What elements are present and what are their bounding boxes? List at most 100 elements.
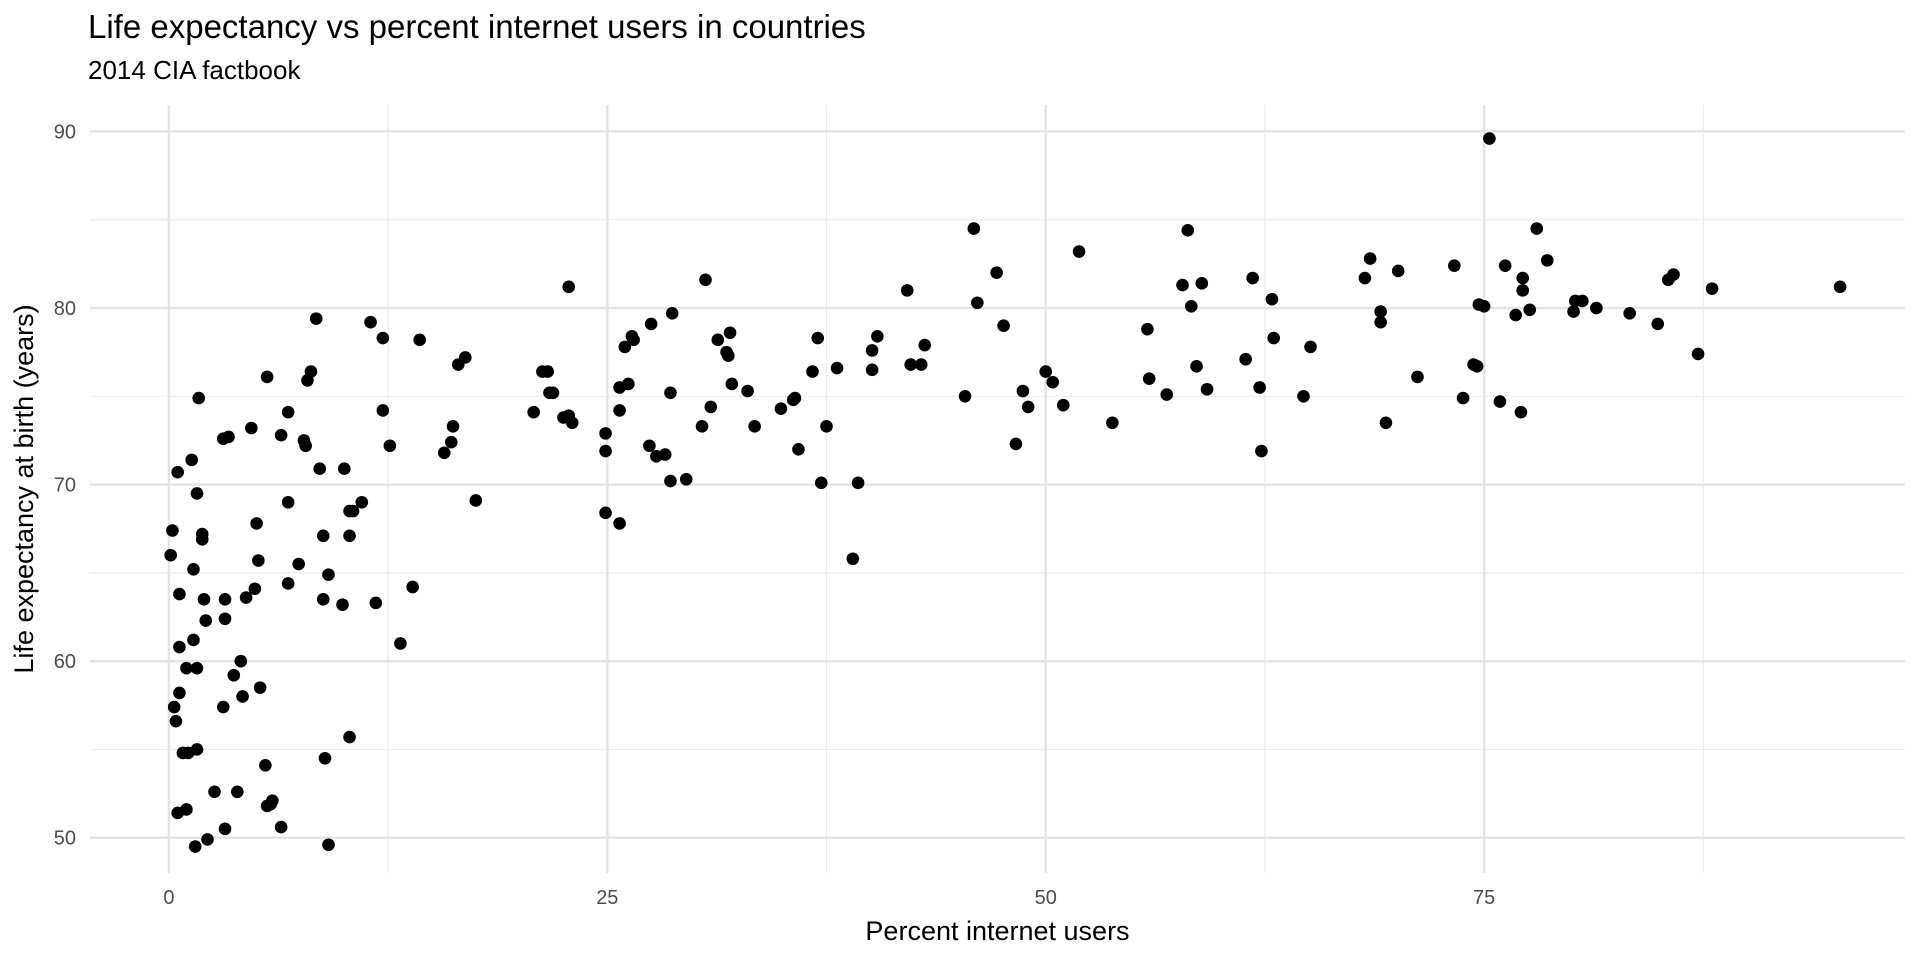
data-point <box>851 476 865 490</box>
data-point <box>1374 305 1387 318</box>
data-point <box>304 365 318 378</box>
chart-subtitle: 2014 CIA factbook <box>88 55 301 85</box>
data-point <box>722 349 735 363</box>
data-point <box>1567 305 1580 318</box>
y-tick-label: 90 <box>54 121 76 143</box>
data-point <box>260 370 274 384</box>
data-point <box>216 700 230 714</box>
data-point <box>1523 303 1537 317</box>
data-point <box>1358 271 1372 285</box>
data-point <box>1253 381 1266 394</box>
x-axis-title: Percent internet users <box>865 916 1129 946</box>
data-point <box>806 365 819 378</box>
data-point <box>364 315 377 329</box>
data-point <box>679 472 693 486</box>
data-point <box>1509 308 1522 322</box>
data-point <box>281 577 295 590</box>
data-point <box>187 633 200 647</box>
data-point <box>346 504 360 518</box>
data-point <box>541 365 554 378</box>
data-point <box>830 361 844 375</box>
data-point <box>180 803 193 816</box>
data-point <box>904 358 917 371</box>
y-tick-label: 80 <box>54 298 76 320</box>
x-tick-label: 25 <box>596 887 618 909</box>
data-point <box>971 296 984 310</box>
data-point <box>227 668 241 682</box>
data-point <box>376 331 390 345</box>
data-point <box>218 593 232 606</box>
data-point <box>231 785 244 799</box>
data-point <box>169 714 183 728</box>
data-point <box>190 487 204 500</box>
data-point <box>1046 375 1060 389</box>
data-point <box>871 329 884 343</box>
data-point <box>788 391 802 405</box>
data-point <box>1141 322 1154 336</box>
data-point <box>322 838 335 852</box>
data-point <box>252 554 265 567</box>
data-point <box>187 563 200 576</box>
data-point <box>1470 359 1484 373</box>
data-point <box>318 751 332 765</box>
data-point <box>990 266 1003 280</box>
data-point <box>1016 384 1030 398</box>
data-point <box>599 444 612 458</box>
data-point <box>1072 245 1086 258</box>
data-point <box>299 439 312 453</box>
data-point <box>699 273 712 287</box>
data-point <box>967 222 981 235</box>
data-point <box>792 442 805 456</box>
data-point <box>599 506 612 520</box>
minor-gridlines <box>90 105 1905 873</box>
data-point <box>1374 315 1387 329</box>
data-point <box>355 495 369 509</box>
data-point <box>1265 292 1279 306</box>
data-point <box>1106 416 1119 430</box>
chart-title: Life expectancy vs percent internet user… <box>88 8 866 45</box>
data-point <box>1514 405 1528 419</box>
y-tick-label: 50 <box>54 828 76 850</box>
data-point <box>218 612 232 626</box>
data-point <box>281 405 295 419</box>
data-point <box>222 430 235 444</box>
data-point <box>469 494 483 507</box>
data-point <box>248 582 262 596</box>
x-tick-labels: 0 25 50 75 <box>163 887 1495 909</box>
data-point <box>343 529 356 543</box>
data-point <box>723 326 737 340</box>
data-point <box>1142 372 1156 385</box>
data-point <box>1411 370 1424 384</box>
data-point <box>292 557 305 571</box>
data-point <box>383 439 397 453</box>
data-point <box>166 524 179 537</box>
data-point <box>1297 390 1310 403</box>
data-point <box>704 400 718 414</box>
data-point <box>1477 299 1491 313</box>
data-point <box>309 312 323 325</box>
data-point <box>343 730 356 744</box>
data-point <box>376 404 390 417</box>
data-point <box>562 280 576 294</box>
data-point <box>900 284 914 297</box>
data-point <box>618 340 632 354</box>
data-point <box>201 833 214 846</box>
data-point <box>173 686 186 700</box>
data-point <box>322 568 335 581</box>
data-point <box>811 331 825 345</box>
y-tick-label: 60 <box>54 651 76 673</box>
data-point <box>458 351 472 364</box>
data-point <box>239 591 253 604</box>
data-point <box>336 598 349 611</box>
data-point <box>643 439 656 453</box>
data-point <box>1705 282 1719 295</box>
data-point <box>1190 359 1203 373</box>
data-point <box>527 405 540 419</box>
data-point <box>914 358 928 371</box>
data-point <box>173 640 186 654</box>
data-point <box>164 548 177 562</box>
data-point <box>259 759 272 772</box>
data-point <box>546 386 560 400</box>
data-point <box>725 377 739 391</box>
data-point <box>1255 444 1268 458</box>
